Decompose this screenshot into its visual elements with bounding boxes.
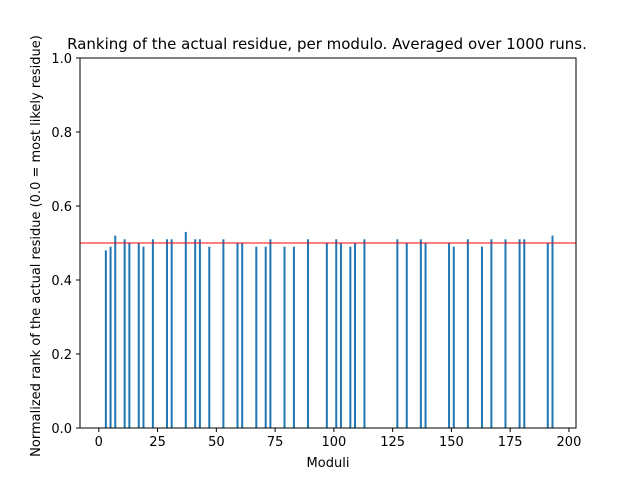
bar-43 xyxy=(198,239,201,428)
bar-79 xyxy=(283,246,286,428)
bar-139 xyxy=(424,243,427,428)
bar-89 xyxy=(307,239,310,428)
bar-31 xyxy=(170,239,173,428)
x-tick-label: 75 xyxy=(267,435,284,450)
bar-131 xyxy=(405,243,408,428)
bar-179 xyxy=(518,239,521,428)
bar-37 xyxy=(184,231,187,428)
bar-107 xyxy=(349,246,352,428)
bar-19 xyxy=(142,246,145,428)
bar-7 xyxy=(114,235,117,428)
bar-13 xyxy=(128,243,131,428)
bar-149 xyxy=(448,243,451,428)
y-tick-label: 0.4 xyxy=(51,274,72,289)
bar-173 xyxy=(504,239,507,428)
bar-23 xyxy=(151,239,154,428)
x-tick-label: 100 xyxy=(321,435,346,450)
bar-83 xyxy=(292,246,295,428)
bars xyxy=(104,231,554,428)
y-tick-label: 1.0 xyxy=(51,52,72,67)
bar-53 xyxy=(222,239,225,428)
bar-127 xyxy=(396,239,399,428)
bar-5 xyxy=(109,246,112,428)
bar-17 xyxy=(137,243,140,428)
x-tick-label: 200 xyxy=(557,435,582,450)
bar-109 xyxy=(354,243,357,428)
bar-191 xyxy=(546,243,549,428)
bar-101 xyxy=(335,239,338,428)
x-tick-label: 175 xyxy=(498,435,523,450)
y-tick-label: 0.0 xyxy=(51,422,72,437)
bar-67 xyxy=(255,246,258,428)
bar-11 xyxy=(123,239,126,428)
x-tick-label: 150 xyxy=(439,435,464,450)
bar-97 xyxy=(325,243,328,428)
y-axis-ticks: 0.0 0.2 0.4 0.6 0.8 1.0 xyxy=(51,52,80,437)
bar-61 xyxy=(241,243,244,428)
bar-41 xyxy=(194,239,197,428)
bar-181 xyxy=(523,239,526,428)
bar-47 xyxy=(208,246,211,428)
bar-3 xyxy=(104,250,107,428)
y-axis-label: Normalized rank of the actual residue (0… xyxy=(29,35,44,457)
bar-29 xyxy=(165,239,168,428)
y-tick-label: 0.6 xyxy=(51,200,72,215)
y-tick-label: 0.8 xyxy=(51,126,72,141)
y-tick-label: 0.2 xyxy=(51,348,72,363)
bar-103 xyxy=(339,243,342,428)
bar-193 xyxy=(551,235,554,428)
x-tick-label: 50 xyxy=(208,435,225,450)
bar-163 xyxy=(480,246,483,428)
bar-113 xyxy=(363,239,366,428)
bar-157 xyxy=(466,239,469,428)
x-axis-ticks: 0 25 50 75 100 125 150 175 200 xyxy=(95,428,582,450)
bar-71 xyxy=(264,246,267,428)
x-tick-label: 25 xyxy=(149,435,166,450)
bar-167 xyxy=(490,239,493,428)
x-tick-label: 0 xyxy=(95,435,103,450)
bar-59 xyxy=(236,243,239,428)
x-tick-label: 125 xyxy=(380,435,405,450)
bar-151 xyxy=(452,246,455,428)
plot-frame xyxy=(79,57,577,429)
x-axis-label: Moduli xyxy=(307,456,350,471)
bar-73 xyxy=(269,239,272,428)
bar-137 xyxy=(419,239,422,428)
chart-title: Ranking of the actual residue, per modul… xyxy=(67,35,587,53)
